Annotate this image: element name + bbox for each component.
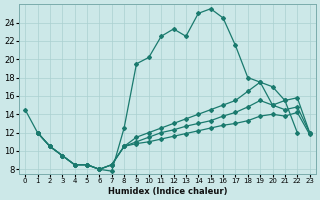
X-axis label: Humidex (Indice chaleur): Humidex (Indice chaleur) [108,187,227,196]
